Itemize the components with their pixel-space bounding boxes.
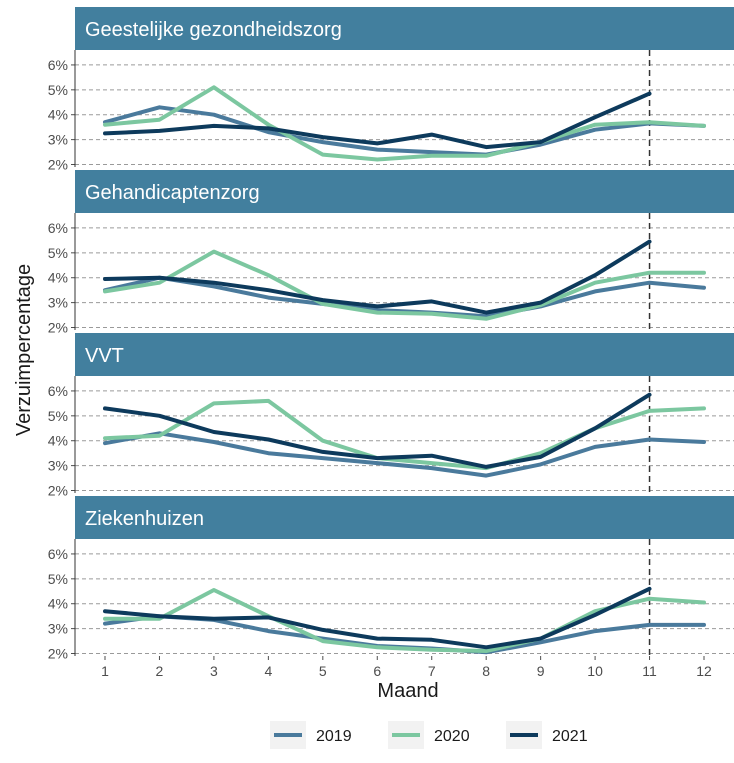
legend-item-2020: 2020	[388, 721, 470, 749]
y-tick-label: 3%	[48, 458, 68, 474]
panel-strip	[75, 170, 734, 213]
series-line-2020	[103, 249, 706, 321]
y-tick-label: 4%	[48, 107, 68, 123]
x-tick-label: 11	[642, 663, 657, 679]
legend-label: 2021	[552, 728, 588, 745]
x-tick-label: 10	[587, 663, 603, 679]
series-line-2021	[103, 586, 652, 650]
y-axis-title: Verzuimpercentage	[13, 264, 35, 436]
panel-title: Gehandicaptenzorg	[85, 182, 260, 204]
y-tick-label: 2%	[48, 646, 68, 662]
panels: Geestelijke gezondheidszorg2%3%4%5%6%Geh…	[48, 7, 734, 679]
series-line-2020	[103, 85, 706, 162]
panel-3: VVT 2% 3% 4% 5% 6%	[48, 333, 734, 499]
y-tick-label: 5%	[48, 82, 68, 98]
panel-title: Ziekenhuizen	[85, 508, 204, 530]
legend-item-2019: 2019	[270, 721, 352, 749]
series-line-2019	[103, 105, 706, 157]
series-line-2019	[103, 275, 706, 319]
x-tick-label: 3	[210, 663, 218, 679]
y-tick-label: 5%	[48, 408, 68, 424]
x-tick-label: 1	[101, 663, 109, 679]
x-tick-label: 12	[696, 663, 712, 679]
y-tick-label: 3%	[48, 621, 68, 637]
legend: 2019 2020 2021	[270, 721, 588, 749]
x-axis-title: Maand	[377, 680, 438, 702]
series-line-2021	[103, 91, 652, 150]
series-line-2021	[103, 392, 652, 469]
panel-title: VVT	[85, 345, 124, 367]
panel-strip	[75, 333, 734, 376]
series-line-2021	[103, 239, 652, 315]
x-tick-label: 7	[428, 663, 436, 679]
panel-strip	[75, 496, 734, 539]
y-tick-label: 4%	[48, 596, 68, 612]
series-line-2019	[103, 431, 706, 478]
y-tick-label: 2%	[48, 320, 68, 336]
y-tick-label: 3%	[48, 295, 68, 311]
y-tick-label: 6%	[48, 57, 68, 73]
panel-strip	[75, 7, 734, 50]
y-tick-label: 2%	[48, 483, 68, 499]
y-tick-label: 3%	[48, 132, 68, 148]
x-tick-label: 6	[373, 663, 381, 679]
x-tick-label: 5	[319, 663, 327, 679]
y-tick-label: 4%	[48, 270, 68, 286]
x-tick-label: 8	[482, 663, 490, 679]
panel-1: Geestelijke gezondheidszorg 2% 3% 4% 5% 6%	[48, 7, 734, 173]
y-tick-label: 6%	[48, 546, 68, 562]
y-tick-label: 5%	[48, 245, 68, 261]
y-tick-label: 6%	[48, 383, 68, 399]
panel-4: Ziekenhuizen 2% 3% 4% 5% 6%	[48, 496, 734, 662]
legend-label: 2020	[434, 728, 470, 745]
y-tick-label: 2%	[48, 157, 68, 173]
legend-label: 2019	[316, 728, 352, 745]
series-line-2020	[103, 398, 706, 471]
y-tick-label: 4%	[48, 433, 68, 449]
legend-item-2021: 2021	[506, 721, 588, 749]
y-tick-label: 6%	[48, 220, 68, 236]
x-tick-label: 2	[156, 663, 164, 679]
x-tick-label: 4	[264, 663, 272, 679]
panel-2: Gehandicaptenzorg 2% 3% 4% 5% 6%	[48, 170, 734, 336]
y-tick-label: 5%	[48, 571, 68, 587]
x-tick-label: 9	[537, 663, 545, 679]
x-axis: 1 2 3 4 5 6 7 8 9 10 11 12	[101, 656, 712, 679]
panel-title: Geestelijke gezondheidszorg	[85, 19, 342, 41]
